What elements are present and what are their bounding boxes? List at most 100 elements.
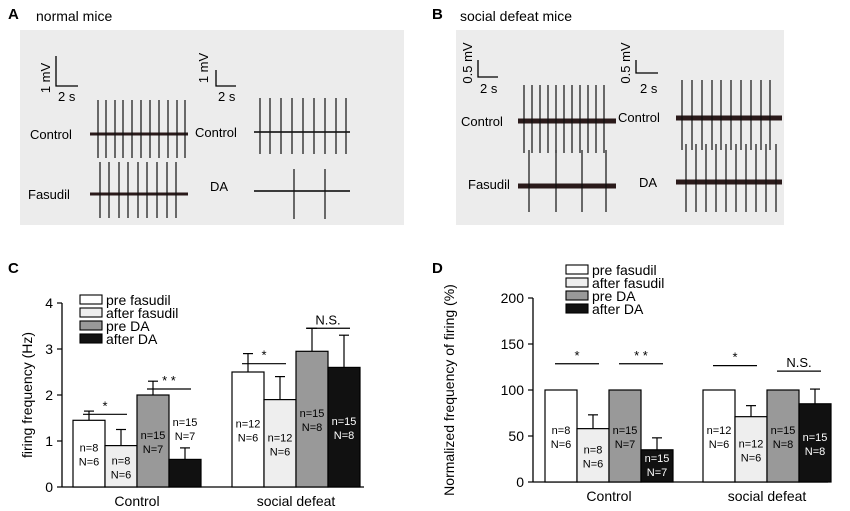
bar-n-label: n=15 — [613, 425, 638, 437]
scale-voltage-right: 1 mV — [196, 53, 211, 84]
trace-label-da-b: DA — [639, 175, 657, 190]
significance-label: * — [574, 348, 579, 363]
spikes-b — [523, 80, 777, 212]
significance-label: * * — [634, 348, 648, 363]
bar-n-label: n=12 — [739, 438, 764, 450]
legend-swatch — [79, 307, 103, 318]
significance-label: * * — [162, 373, 176, 388]
bar-n-label: n=12 — [707, 425, 732, 437]
group-label: social defeat — [728, 488, 807, 504]
y-tick-label: 2 — [45, 387, 53, 403]
panel-b-traces: 0.5 mV 2 s 0.5 mV 2 s Control Fasudil Co… — [460, 42, 782, 212]
scale-time-left-b: 2 s — [480, 81, 498, 96]
bar-n-label: n=8 — [112, 455, 131, 467]
bar-n-label: n=15 — [771, 425, 796, 437]
bar — [72, 419, 106, 488]
scale-time-right: 2 s — [218, 89, 236, 104]
bar-N-label: N=6 — [111, 469, 132, 481]
panel-a-traces: 1 mV 2 s 1 mV 2 s Control Fasudil Contro… — [28, 53, 350, 219]
legend-label: after fasudil — [106, 305, 178, 321]
y-tick-label: 50 — [508, 428, 524, 444]
bar — [104, 445, 138, 488]
legend-swatch — [79, 320, 103, 331]
bar-n-label: n=15 — [141, 430, 166, 442]
bar-N-label: N=6 — [270, 446, 291, 458]
scale-time-left: 2 s — [58, 89, 76, 104]
bar — [544, 389, 578, 483]
significance-label: * — [102, 398, 107, 413]
trace-label-da: DA — [210, 179, 228, 194]
bar-N-label: N=8 — [805, 446, 826, 458]
bar-N-label: N=7 — [143, 444, 164, 456]
y-tick-label: 100 — [501, 382, 525, 398]
bar — [263, 399, 297, 488]
legend-swatch — [565, 303, 589, 314]
y-tick-label: 150 — [501, 336, 525, 352]
significance-label: * — [732, 350, 737, 365]
bar — [702, 389, 736, 483]
panel-d-letter: D — [432, 260, 443, 277]
trace-label-control-right-b: Control — [618, 110, 660, 125]
bar — [734, 416, 768, 483]
legend-label: pre fasudil — [106, 292, 171, 308]
y-tick-label: 0 — [516, 474, 524, 490]
bar-n-label: n=15 — [173, 417, 198, 429]
bar-n-label: n=15 — [300, 408, 325, 420]
scale-voltage-left-b: 0.5 mV — [460, 42, 475, 84]
bar-N-label: N=6 — [238, 433, 259, 445]
panel-a-title: normal mice — [36, 8, 113, 24]
scale-bar-right-b — [635, 60, 658, 74]
y-tick-label: 1 — [45, 433, 53, 449]
y-tick-label: 4 — [45, 295, 53, 311]
legend-label: after DA — [592, 301, 644, 317]
bar-n-label: n=15 — [645, 453, 670, 465]
bar-N-label: N=7 — [175, 431, 196, 443]
bar-N-label: N=7 — [647, 467, 668, 479]
bar — [327, 366, 361, 488]
bar — [168, 458, 202, 488]
group-label: Control — [586, 488, 631, 504]
trace-label-control-right: Control — [195, 125, 237, 140]
bar-N-label: N=6 — [79, 457, 100, 469]
bar-N-label: N=8 — [773, 439, 794, 451]
y-axis-label: Normalized frequency of firing (%) — [441, 284, 457, 496]
bar-N-label: N=6 — [709, 439, 730, 451]
bar-N-label: N=8 — [334, 430, 355, 442]
bar-n-label: n=8 — [552, 425, 571, 437]
bar-n-label: n=8 — [584, 444, 603, 456]
bar-N-label: N=6 — [551, 439, 572, 451]
panel-c-letter: C — [8, 260, 19, 277]
scale-time-right-b: 2 s — [640, 81, 658, 96]
trace-label-control-left-b: Control — [461, 114, 503, 129]
group-label: social defeat — [257, 493, 336, 509]
bar-n-label: n=8 — [80, 443, 99, 455]
bar-n-label: n=12 — [236, 419, 261, 431]
bar-N-label: N=6 — [583, 458, 604, 470]
scale-bar-left-b — [477, 60, 498, 78]
significance-label: * — [261, 348, 266, 363]
spikes-a — [97, 98, 347, 219]
group-label: Control — [114, 493, 159, 509]
bar — [295, 350, 329, 488]
bar-N-label: N=6 — [741, 452, 762, 464]
legend-swatch — [565, 277, 589, 288]
significance-label: N.S. — [315, 312, 340, 327]
y-tick-label: 0 — [45, 479, 53, 495]
legend-label: after fasudil — [592, 275, 664, 291]
scale-bar-left — [55, 56, 78, 87]
bar — [136, 394, 170, 488]
bar — [608, 389, 642, 483]
legend-label: after DA — [106, 331, 158, 347]
legend-swatch — [565, 264, 589, 275]
y-tick-label: 3 — [45, 341, 53, 357]
significance-label: N.S. — [786, 355, 811, 370]
legend-swatch — [79, 294, 103, 305]
legend-swatch — [565, 290, 589, 301]
panel-b-letter: B — [432, 6, 443, 23]
panel-a-trace-area — [20, 30, 404, 225]
y-tick-label: 200 — [501, 290, 525, 306]
legend-label: pre fasudil — [592, 262, 657, 278]
bar — [576, 428, 610, 483]
scale-voltage-left: 1 mV — [38, 63, 53, 94]
scale-voltage-right-b: 0.5 mV — [618, 42, 633, 84]
